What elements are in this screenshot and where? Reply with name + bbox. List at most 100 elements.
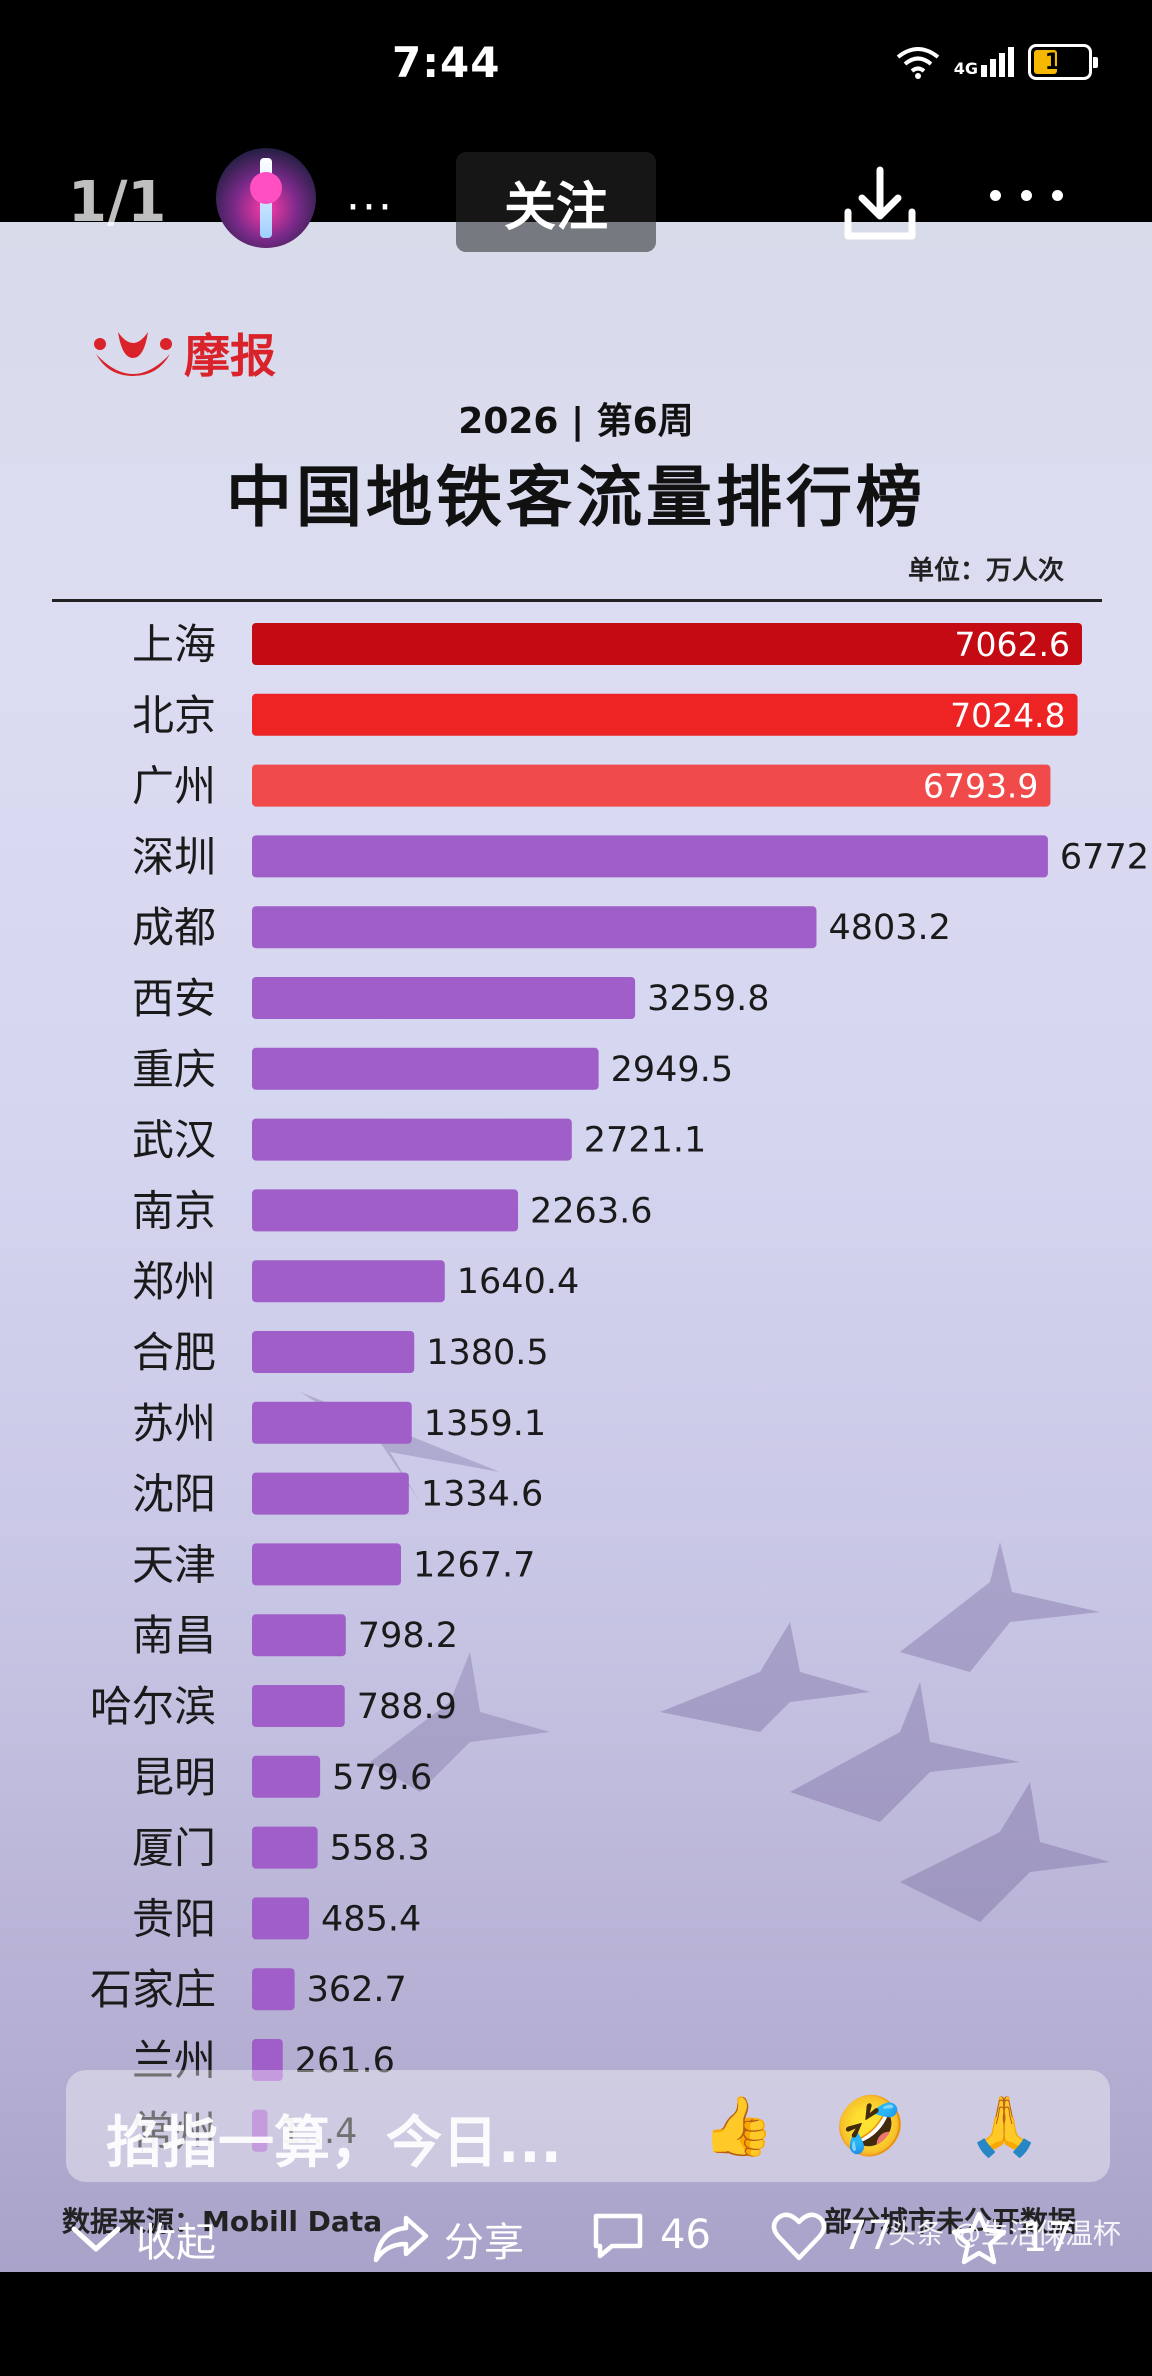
bar (252, 623, 1082, 665)
bar (252, 1118, 572, 1161)
bar (252, 1614, 346, 1657)
bar (252, 1047, 599, 1090)
page-counter: 1/1 (68, 170, 167, 235)
logo-text: 摩报 (184, 329, 276, 383)
network-type: 4G (953, 59, 978, 78)
value-label: 2263.6 (530, 1191, 652, 1231)
bar (252, 1331, 415, 1373)
bar (252, 1472, 409, 1515)
value-label: 6793.9 (923, 767, 1038, 806)
category-label: 成都 (132, 903, 216, 952)
battery-level: 13 (1044, 49, 1076, 75)
category-label: 广州 (132, 762, 216, 811)
chevron-down-icon (71, 2226, 121, 2252)
category-label: 厦门 (132, 1824, 216, 1873)
value-label: 788.9 (357, 1687, 457, 1727)
download-icon[interactable] (838, 162, 922, 246)
value-label: 558.3 (330, 1829, 430, 1869)
value-label: 3259.8 (647, 979, 769, 1019)
post-image[interactable]: 摩报 2026 | 第6周 中国地铁客流量排行榜 单位：万人次 上海 7062.6… (0, 222, 1152, 2272)
battery-icon: 13 (1028, 44, 1098, 80)
comment-bar[interactable]: 掐指一算，今日... 👍 🤣 🙏 (66, 2070, 1110, 2182)
value-label: 7062.6 (955, 625, 1070, 664)
category-label: 南昌 (132, 1611, 216, 1660)
bar (252, 1685, 345, 1727)
value-label: 1640.4 (457, 1262, 579, 1302)
bar (252, 1189, 519, 1232)
value-label: 485.4 (321, 1899, 421, 1939)
moubao-logo-icon (94, 332, 172, 376)
value-label: 1359.1 (424, 1404, 546, 1444)
value-label: 579.6 (332, 1758, 432, 1798)
title-divider (52, 599, 1102, 602)
bar (252, 764, 1051, 807)
value-label: 1267.7 (413, 1545, 535, 1585)
follow-button[interactable]: 关注 (456, 152, 656, 252)
share-label: 分享 (444, 2220, 524, 2266)
comment-placeholder[interactable]: 掐指一算，今日... (106, 2111, 562, 2176)
category-label: 郑州 (132, 1257, 216, 1306)
more-options-icon[interactable] (990, 190, 1063, 201)
value-label: 1...4 (279, 2112, 357, 2152)
value-label: 4803.2 (828, 908, 950, 948)
status-bar: 7:44 4G 13 (0, 0, 1152, 130)
bottom-action-bar: 收起 分享 46 77 17 (0, 2196, 1152, 2276)
category-label: 兰州 (132, 2036, 216, 2085)
share-button[interactable]: 分享 (372, 2210, 524, 2268)
value-label: 362.7 (307, 1970, 407, 2010)
category-label: 石家庄 (90, 1965, 216, 2014)
bird-silhouette-decoration (660, 1542, 1110, 1922)
category-label: 哈尔滨 (90, 1682, 216, 1731)
unit-label: 单位：万人次 (907, 556, 1064, 586)
bar (252, 835, 1048, 878)
category-label: 西安 (132, 974, 216, 1023)
category-label: 天津 (132, 1540, 216, 1589)
favorite-button[interactable]: 17 (950, 2210, 1073, 2266)
bar (252, 693, 1078, 736)
author-more-dots[interactable]: ··· (346, 182, 394, 233)
data-note: 部分城市未公开数据 (823, 2205, 1076, 2238)
like-button[interactable]: 77 (770, 2210, 893, 2262)
bar (252, 1260, 445, 1303)
like-count: 77 (842, 2213, 893, 2259)
value-label: 261.6 (295, 2041, 395, 2081)
comment-count: 46 (660, 2212, 711, 2258)
category-label: 北京 (132, 691, 216, 740)
collapse-label: 收起 (136, 2220, 216, 2266)
category-label: 苏州 (132, 1399, 216, 1448)
clock: 7:44 (392, 38, 501, 87)
brand-logo: 摩报 (88, 320, 276, 386)
bar (252, 1897, 310, 1940)
pray-emoji[interactable]: 🙏 (968, 2092, 1041, 2160)
laughing-emoji[interactable]: 🤣 (834, 2092, 907, 2160)
category-label: 沈阳 (132, 1470, 216, 1519)
value-label: 7024.8 (950, 696, 1065, 735)
watermark: 头条 @生活保温杯 (888, 2217, 1121, 2250)
thumbs-up-emoji[interactable]: 👍 (702, 2092, 775, 2160)
bar (252, 2109, 268, 2152)
value-label: 2949.5 (611, 1050, 733, 1090)
category-label: 上海 (132, 620, 216, 669)
bar (252, 1968, 295, 2011)
value-label: 798.2 (358, 1616, 458, 1656)
category-label: 武汉 (132, 1116, 216, 1165)
bar-chart: 上海 7062.6 北京 7024.8 广州 6793.9 深圳 6772.6 成都 4803.2… (90, 620, 1152, 2156)
avatar[interactable] (216, 148, 316, 248)
bar (252, 2039, 283, 2081)
bar (252, 906, 817, 949)
wifi-icon (896, 47, 939, 79)
value-label: 1334.6 (421, 1475, 543, 1515)
chart-subtitle: 2026 | 第6周 (458, 401, 694, 442)
bar (252, 1755, 321, 1798)
category-label: 贵阳 (132, 1894, 216, 1943)
category-label: 深圳 (132, 832, 216, 881)
star-icon (951, 2211, 1007, 2265)
value-label: 6772.6 (1060, 837, 1152, 877)
category-label: 合肥 (132, 1328, 216, 1377)
comment-icon (593, 2213, 643, 2259)
comment-button[interactable]: 46 (590, 2210, 711, 2260)
category-label: 南京 (132, 1186, 216, 1235)
collapse-button[interactable]: 收起 (70, 2210, 216, 2268)
heart-icon (771, 2212, 827, 2261)
chart-title: 中国地铁客流量排行榜 (226, 459, 926, 536)
